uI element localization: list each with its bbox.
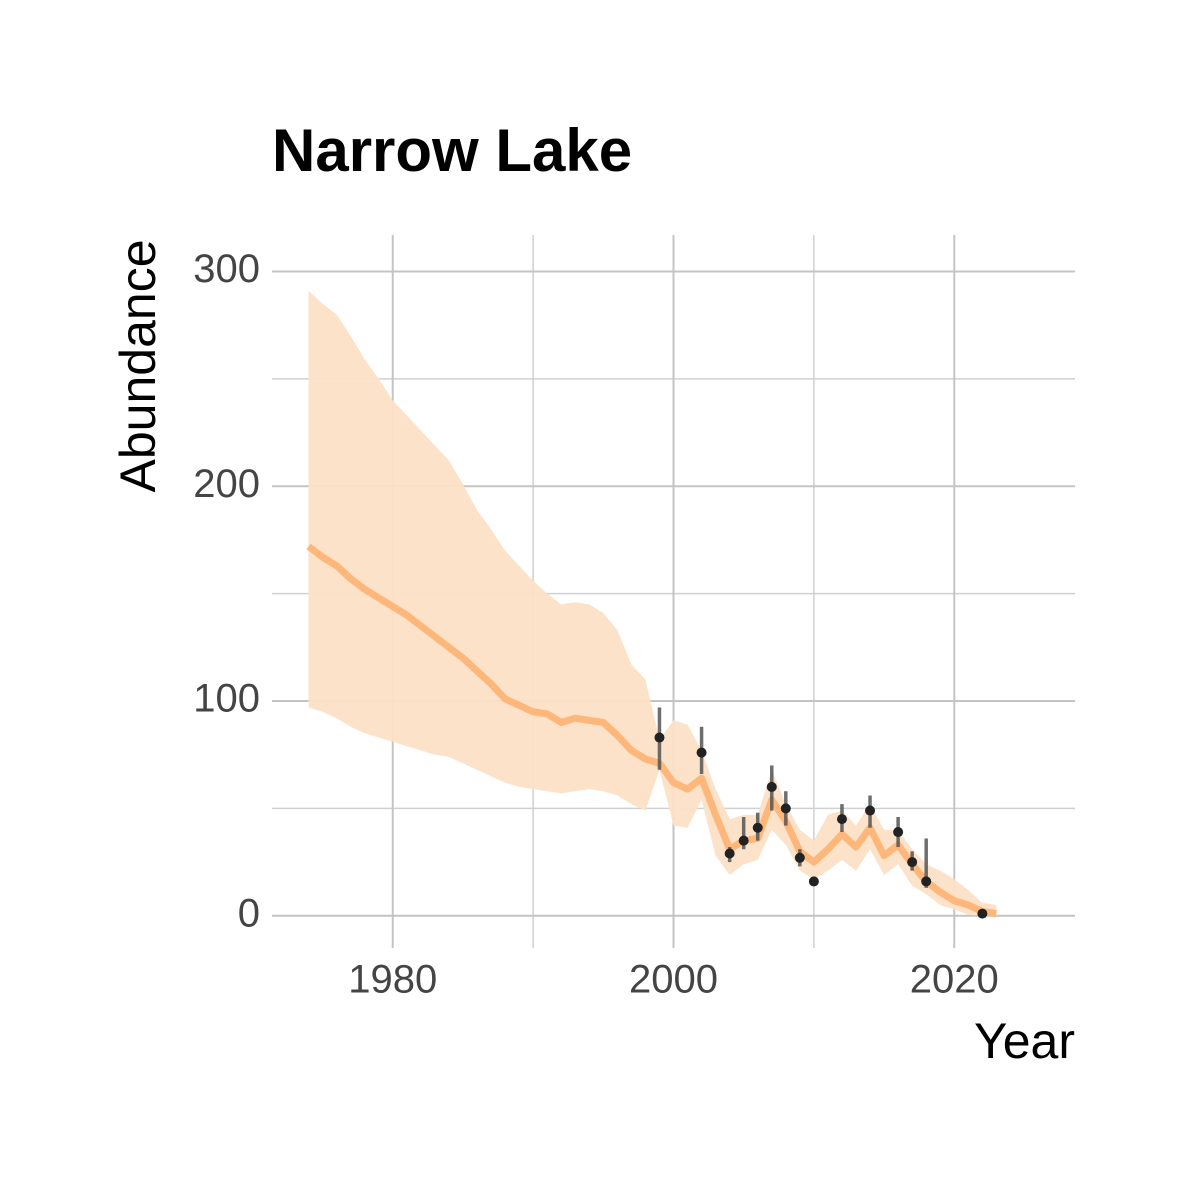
observation-point: [977, 908, 988, 919]
observation-point: [724, 848, 735, 859]
observation-point: [836, 814, 847, 825]
observation-point: [752, 822, 763, 833]
observation-point: [907, 857, 918, 868]
x-tick-label: 2020: [910, 958, 999, 1002]
observation-point: [865, 805, 876, 816]
chart-title: Narrow Lake: [272, 117, 632, 184]
x-tick-label: 2000: [629, 958, 718, 1002]
y-tick-label: 300: [193, 247, 260, 291]
confidence-band: [308, 290, 997, 916]
observation-point: [738, 835, 749, 846]
observation-point: [696, 747, 707, 758]
observation-point: [766, 781, 777, 792]
y-axis-title: Abundance: [110, 239, 166, 492]
x-axis-title: Year: [974, 1013, 1075, 1069]
y-tick-label: 100: [193, 677, 260, 721]
observation-point: [921, 876, 932, 887]
observation-point: [808, 876, 819, 887]
y-tick-label: 0: [238, 891, 260, 935]
observation-point: [893, 827, 904, 838]
observation-point: [654, 732, 665, 743]
observation-point: [780, 803, 791, 814]
y-tick-label: 200: [193, 462, 260, 506]
observation-point: [794, 852, 805, 863]
x-tick-label: 1980: [348, 958, 437, 1002]
estimate-line: [306, 543, 997, 918]
